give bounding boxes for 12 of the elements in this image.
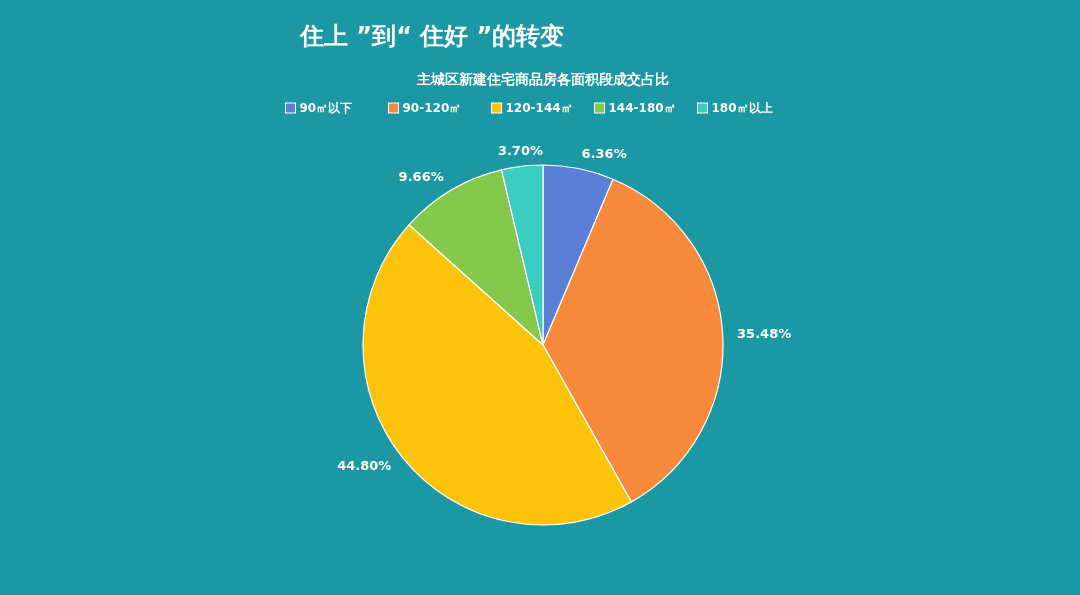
- legend-label: 180㎡以上: [711, 100, 773, 115]
- data-label: 44.80%: [337, 458, 392, 474]
- data-label: 9.66%: [398, 169, 444, 185]
- data-label: 35.48%: [737, 325, 792, 341]
- data-label: 6.36%: [581, 145, 627, 161]
- legend-label: 90-120㎡: [402, 100, 462, 115]
- data-label: 3.70%: [497, 143, 544, 159]
- legend-label: 144-180㎡: [608, 100, 676, 115]
- chart-subtitle: 主城区新建住宅商品房各面积段成交占比: [416, 71, 669, 87]
- legend-label: 120-144㎡: [505, 100, 573, 115]
- chart-title: 住上 ”到“ 住好 ”的转变: [299, 22, 565, 50]
- legend-label: 90㎡以下: [299, 100, 353, 115]
